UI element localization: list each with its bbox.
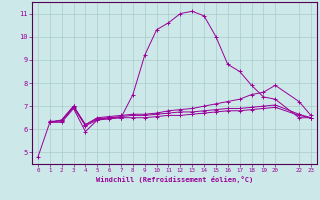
X-axis label: Windchill (Refroidissement éolien,°C): Windchill (Refroidissement éolien,°C)	[96, 176, 253, 183]
